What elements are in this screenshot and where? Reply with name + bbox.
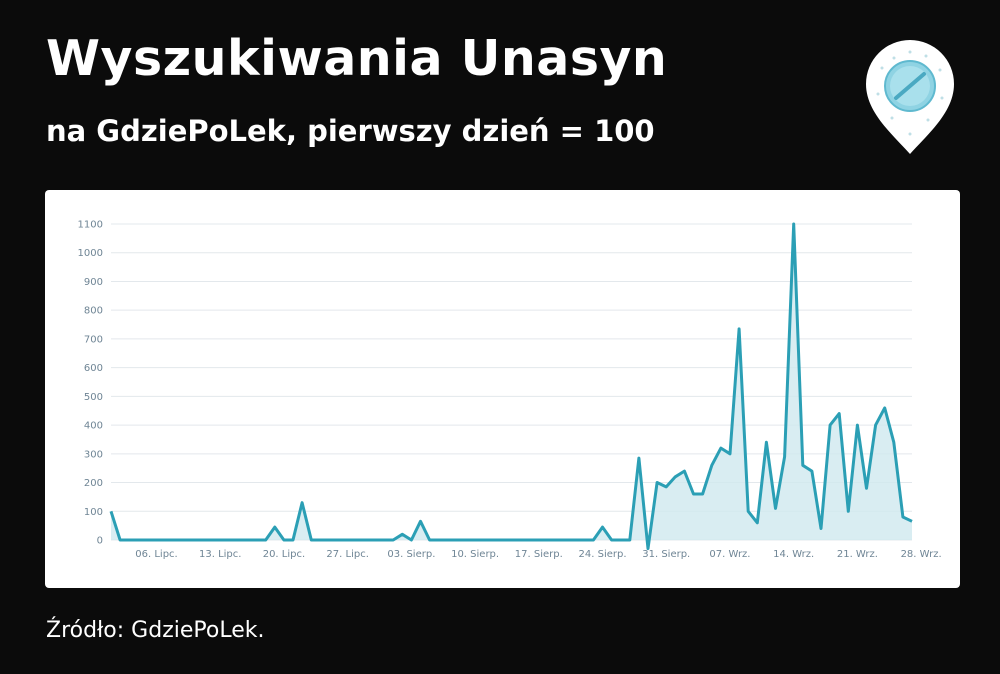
y-tick-label: 500 [84,392,103,403]
y-tick-label: 900 [84,277,103,288]
y-tick-label: 1000 [78,248,103,259]
y-tick-label: 300 [84,449,103,460]
series-line [109,222,913,551]
x-tick-label: 13. Lipc. [199,549,241,560]
y-tick-label: 700 [84,334,103,345]
y-tick-label: 800 [84,306,103,317]
y-tick-label: 400 [84,421,103,432]
x-tick-label: 06. Lipc. [135,549,177,560]
y-tick-label: 0 [97,536,103,547]
x-axis-ticks: 06. Lipc. 13. Lipc. 20. Lipc. 27. Lipc. 03. … [135,549,941,560]
y-axis-ticks: 0 100 200 300 400 500 600 700 800 900 1000 1100 [78,220,103,547]
chart-title: Wyszukiwania Unasyn [46,30,668,87]
x-tick-label: 17. Sierp. [515,549,563,560]
y-tick-label: 200 [84,478,103,489]
x-tick-label: 03. Sierp. [387,549,435,560]
y-tick-label: 100 [84,507,103,518]
x-tick-label: 20. Lipc. [263,549,305,560]
x-tick-label: 07. Wrz. [709,549,750,560]
x-tick-label: 31. Sierp. [642,549,690,560]
x-tick-label: 24. Sierp. [579,549,627,560]
x-tick-label: 27. Lipc. [326,549,368,560]
line-area-chart: 0 100 200 300 400 500 600 700 800 900 1000 1100 06.… [78,220,942,561]
grid-lines [111,223,912,541]
x-tick-label: 28. Wrz. [901,549,942,560]
y-tick-label: 1100 [78,220,103,231]
y-tick-label: 600 [84,363,103,374]
x-tick-label: 21. Wrz. [837,549,878,560]
source-note: Źródło: GdziePoLek. [46,618,265,643]
chart-subtitle: na GdziePoLek, pierwszy dzień = 100 [46,114,655,148]
pill-map-pin-icon [862,38,958,156]
chart-panel: 0 100 200 300 400 500 600 700 800 900 1000 1100 06.… [45,190,960,588]
x-tick-label: 10. Sierp. [451,549,499,560]
x-tick-label: 14. Wrz. [773,549,814,560]
